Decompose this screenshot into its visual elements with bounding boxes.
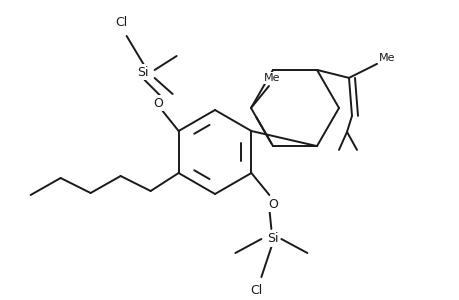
Text: Si: Si [267,232,279,245]
Text: Cl: Cl [115,16,128,28]
Text: Me: Me [378,53,394,63]
Text: O: O [153,97,163,110]
Text: Me: Me [263,73,280,83]
Text: Cl: Cl [250,284,262,298]
Text: Si: Si [137,65,148,79]
Text: O: O [268,197,278,211]
